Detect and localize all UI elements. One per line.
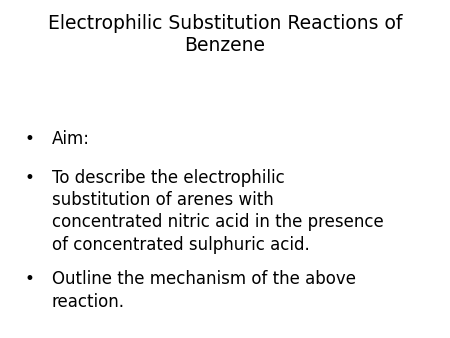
Text: Aim:: Aim: [52,130,90,148]
Text: To describe the electrophilic
substitution of arenes with
concentrated nitric ac: To describe the electrophilic substituti… [52,169,383,254]
Text: •: • [25,130,35,148]
Text: Outline the mechanism of the above
reaction.: Outline the mechanism of the above react… [52,270,356,311]
Text: Electrophilic Substitution Reactions of
Benzene: Electrophilic Substitution Reactions of … [48,14,402,55]
Text: •: • [25,270,35,288]
Text: •: • [25,169,35,187]
